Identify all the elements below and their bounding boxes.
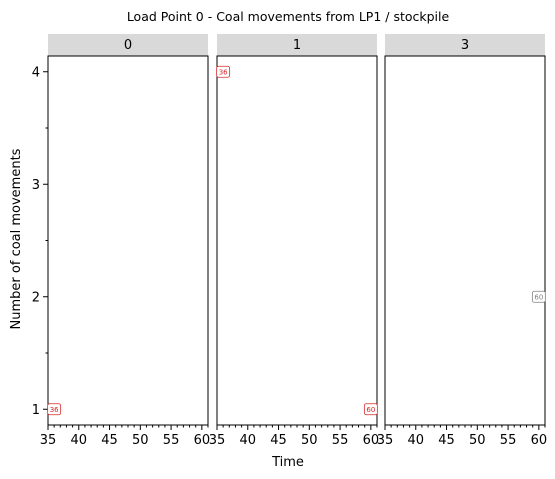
chart-title: Load Point 0 - Coal movements from LP1 /… (127, 9, 450, 24)
x-tick-label-1-35: 35 (209, 433, 226, 448)
y-tick-label-3: 3 (32, 178, 40, 193)
point-label-2-0: 60 (531, 290, 546, 303)
point-box-1-1 (363, 403, 378, 416)
strip-2 (385, 34, 545, 56)
x-tick-label-0-40: 40 (70, 433, 87, 448)
x-tick-label-0-45: 45 (101, 433, 118, 448)
point-text-2-0: 60 (534, 293, 543, 301)
x-tick-label-2-55: 55 (500, 433, 517, 448)
y-tick-label-1: 1 (32, 403, 40, 418)
point-text-0-0: 36 (50, 406, 59, 414)
point-box-1-0 (216, 65, 231, 78)
point-box-0-0 (47, 403, 62, 416)
point-text-1-1: 60 (366, 406, 375, 414)
strip-0 (48, 34, 208, 56)
point-text-1-0: 36 (219, 68, 228, 76)
x-tick-label-2-50: 50 (469, 433, 486, 448)
x-tick-label-2-40: 40 (407, 433, 424, 448)
x-tick-label-2-45: 45 (438, 433, 455, 448)
panel-frame-2 (384, 55, 546, 426)
y-tick-label-4: 4 (32, 65, 40, 80)
x-tick-label-1-50: 50 (301, 433, 318, 448)
x-tick-label-2-60: 60 (531, 433, 548, 448)
x-tick-label-2-35: 35 (377, 433, 394, 448)
point-label-1-0: 36 (216, 65, 231, 78)
y-tick-label-2: 2 (32, 290, 40, 305)
panel-frame-0 (47, 55, 209, 426)
strip-label-0: 0 (124, 38, 132, 53)
point-label-1-1: 60 (363, 403, 378, 416)
x-axis-label: Time (271, 455, 304, 470)
x-tick-label-0-35: 35 (40, 433, 57, 448)
x-tick-label-1-60: 60 (363, 433, 380, 448)
point-label-0-0: 36 (47, 403, 62, 416)
panel-frame-1 (216, 55, 378, 426)
y-axis-label: Number of coal movements (9, 148, 24, 329)
strip-label-2: 3 (461, 38, 469, 53)
x-tick-label-0-55: 55 (163, 433, 180, 448)
x-tick-label-1-55: 55 (332, 433, 349, 448)
point-box-2-0 (531, 290, 546, 303)
x-tick-label-0-50: 50 (132, 433, 149, 448)
strip-1 (217, 34, 377, 56)
x-tick-label-0-60: 60 (194, 433, 211, 448)
x-tick-label-1-40: 40 (239, 433, 256, 448)
strip-label-1: 1 (293, 38, 301, 53)
x-tick-label-1-45: 45 (270, 433, 287, 448)
